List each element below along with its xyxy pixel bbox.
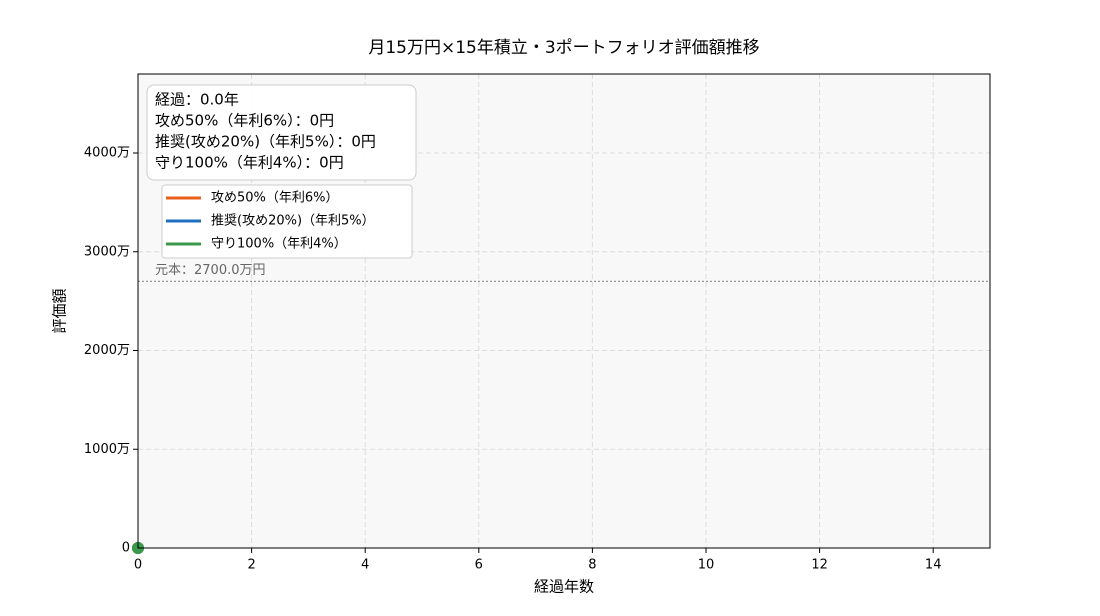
- info-text: 攻め50%（年利6%）：0円: [155, 112, 334, 130]
- reference-label: 元本：2700.0万円: [155, 263, 266, 278]
- x-tick-label: 6: [475, 558, 483, 573]
- x-tick-label: 12: [811, 558, 828, 573]
- legend-label: 攻め50%（年利6%）: [211, 191, 339, 206]
- y-tick-label: 0: [122, 541, 130, 556]
- info-text: 推奨(攻め20%)（年利5%）：0円: [155, 133, 376, 151]
- chart-title: 月15万円×15年積立・3ポートフォリオ評価額推移: [368, 38, 759, 58]
- x-tick-label: 8: [588, 558, 596, 573]
- y-tick-label: 2000万: [84, 343, 130, 358]
- info-text: 経過：0.0年: [155, 91, 239, 109]
- x-tick-label: 2: [247, 558, 255, 573]
- y-axis-label: 評価額: [51, 288, 69, 333]
- x-tick-label: 14: [925, 558, 942, 573]
- info-box: [146, 84, 417, 181]
- legend-label: 推奨(攻め20%)（年利5%）: [211, 214, 375, 229]
- x-tick-label: 0: [134, 558, 142, 573]
- x-axis-label: 経過年数: [534, 578, 594, 596]
- y-tick-label: 3000万: [84, 244, 130, 259]
- x-tick-label: 10: [698, 558, 715, 573]
- legend-box: [161, 184, 413, 259]
- plot-frame: [137, 73, 991, 549]
- y-tick-label: 4000万: [84, 146, 130, 161]
- x-tick-label: 4: [361, 558, 369, 573]
- info-text: 守り100%（年利4%）：0円: [155, 154, 344, 172]
- legend-label: 守り100%（年利4%）: [211, 237, 347, 252]
- y-tick-label: 1000万: [84, 442, 130, 457]
